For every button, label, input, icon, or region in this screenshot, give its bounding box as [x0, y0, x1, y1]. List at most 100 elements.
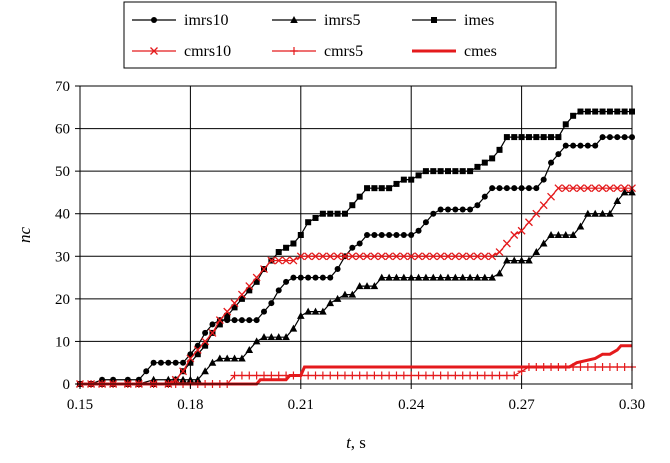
data-point-imes	[194, 351, 201, 358]
data-point-cmrs5	[502, 371, 511, 380]
data-point-cmrs5	[583, 362, 592, 371]
data-point-imrs5	[363, 282, 371, 290]
data-point-cmrs10	[363, 252, 371, 261]
data-point-imrs5	[458, 273, 467, 281]
data-point-cmrs5	[598, 362, 607, 371]
data-point-imrs10	[621, 134, 628, 141]
data-point-imrs10	[238, 317, 245, 324]
data-point-imrs5	[319, 307, 327, 315]
data-point-imrs10	[275, 287, 282, 294]
series-cmrs10	[76, 184, 636, 388]
data-point-imrs10	[467, 206, 474, 213]
data-point-imes	[599, 108, 606, 115]
data-point-imes	[364, 185, 371, 192]
data-point-imes	[592, 108, 599, 115]
data-point-imrs5	[488, 273, 496, 281]
data-point-cmrs10	[326, 252, 335, 261]
data-point-imrs5	[341, 290, 349, 298]
data-point-cmrs10	[576, 184, 585, 193]
legend-label: cmrs5	[324, 43, 363, 60]
data-point-cmrs10	[495, 248, 504, 256]
data-point-imrs10	[614, 134, 621, 141]
data-point-imrs10	[555, 151, 562, 158]
data-point-imrs10	[525, 185, 532, 192]
data-point-imrs10	[356, 240, 363, 247]
data-point-imes	[253, 278, 260, 285]
series-line-cmes	[80, 344, 632, 386]
data-point-cmrs10	[201, 337, 210, 346]
data-point-cmrs5	[488, 371, 497, 380]
data-point-imrs5	[510, 256, 519, 264]
data-point-imrs5	[385, 273, 393, 281]
data-point-imes	[283, 244, 290, 251]
data-point-cmrs5	[348, 371, 357, 380]
data-point-imes	[246, 287, 253, 294]
data-point-cmrs10	[613, 184, 622, 193]
data-point-cmrs10	[510, 231, 519, 239]
data-point-imrs5	[539, 239, 548, 247]
data-point-imrs10	[253, 317, 260, 324]
data-point-cmrs10	[517, 226, 526, 235]
data-point-imes	[415, 172, 422, 179]
data-point-imrs10	[452, 206, 459, 213]
data-point-cmrs10	[318, 252, 327, 261]
data-point-imrs5	[297, 311, 305, 319]
data-point-imrs10	[157, 359, 164, 366]
data-point-imrs10	[393, 232, 400, 238]
data-point-imrs5	[584, 209, 592, 217]
data-point-imrs10	[474, 202, 481, 209]
legend-label: imes	[464, 12, 494, 29]
data-point-imes	[393, 180, 400, 187]
data-point-imrs5	[547, 231, 555, 238]
data-point-imrs10	[261, 308, 267, 315]
x-tick-label: 0.21	[288, 397, 314, 413]
data-point-imrs10	[400, 232, 407, 238]
data-point-cmrs10	[569, 184, 578, 193]
y-axis-title: nc	[15, 227, 34, 244]
data-point-imrs10	[312, 274, 319, 281]
data-point-cmrs5	[605, 362, 614, 371]
data-point-cmrs5	[318, 371, 327, 380]
data-point-cmrs10	[252, 273, 261, 282]
data-point-cmrs10	[583, 184, 592, 193]
x-axis-ticks: 0.15 0.18 0.21 0.24 0.27 0.30	[67, 384, 645, 413]
legend-item-cmrs10: cmrs10	[132, 43, 231, 60]
data-point-imes	[577, 108, 584, 115]
data-point-imrs10	[445, 206, 451, 213]
legend-label: cmes	[464, 43, 497, 60]
data-point-imes	[386, 185, 393, 192]
data-point-cmrs5	[304, 371, 313, 380]
x-tick-label: 0.15	[67, 397, 93, 413]
data-point-imrs5	[422, 273, 430, 281]
data-point-cmrs5	[480, 371, 489, 380]
data-point-imrs5	[466, 273, 474, 281]
data-point-imrs10	[297, 274, 304, 281]
data-point-cmrs5	[385, 371, 394, 380]
data-point-cmrs10	[532, 209, 541, 218]
y-tick-label: 10	[55, 334, 70, 350]
data-point-imrs5	[370, 282, 379, 290]
legend-label: imrs10	[184, 12, 228, 29]
data-point-cmrs5	[311, 371, 320, 380]
data-point-cmrs10	[267, 256, 276, 265]
data-point-imes	[474, 163, 481, 170]
data-point-imes	[496, 146, 503, 153]
data-point-cmrs5	[576, 362, 585, 371]
data-point-cmrs5	[510, 371, 519, 380]
data-point-cmrs5	[620, 362, 629, 371]
data-point-cmrs10	[539, 201, 548, 210]
data-point-imrs5	[179, 375, 187, 383]
data-point-imrs5	[355, 282, 364, 290]
data-point-cmrs10	[554, 184, 563, 193]
data-point-imrs5	[164, 375, 173, 383]
data-point-cmrs10	[348, 252, 357, 261]
plot-background	[80, 86, 632, 384]
x-tick-label: 0.27	[508, 397, 535, 413]
data-point-imrs10	[415, 227, 422, 234]
data-point-imrs5	[436, 273, 445, 281]
data-point-cmrs5	[591, 362, 600, 371]
data-point-imrs10	[386, 232, 393, 238]
data-point-imrs5	[451, 273, 460, 281]
data-point-imrs10	[459, 206, 466, 213]
data-point-imrs5	[216, 354, 224, 362]
